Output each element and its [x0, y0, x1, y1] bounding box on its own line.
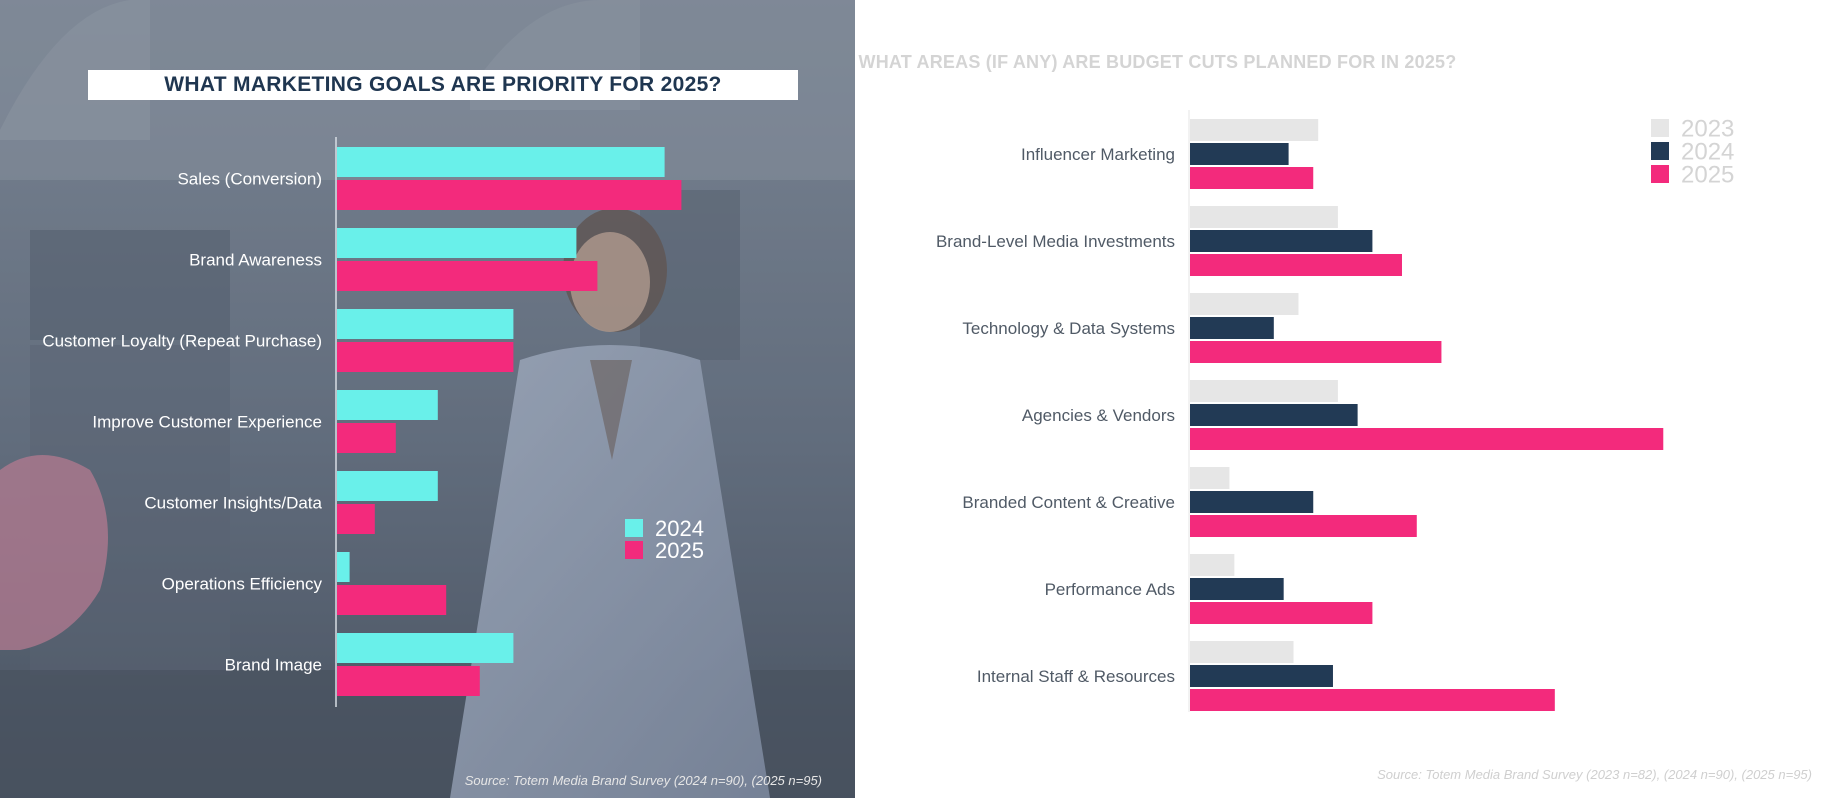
category-label-sales-conversion: Sales (Conversion): [177, 170, 322, 189]
legend-swatch-2024: [1651, 142, 1669, 160]
category-label-influencer-marketing: Influencer Marketing: [1021, 145, 1175, 164]
bar-influencer-marketing-2023: [1190, 119, 1319, 141]
bar-operations-efficiency-2025: [337, 585, 447, 615]
right-panel: WHAT AREAS (IF ANY) ARE BUDGET CUTS PLAN…: [855, 0, 1826, 798]
bar-improve-customer-experience-2025: [337, 423, 396, 453]
category-label-brand-level-media-investments: Brand-Level Media Investments: [936, 232, 1175, 251]
legend-swatch-2023: [1651, 119, 1669, 137]
bar-performance-ads-2025: [1190, 602, 1373, 624]
bar-sales-conversion-2024: [337, 147, 665, 177]
left-panel: WHAT MARKETING GOALS ARE PRIORITY FOR 20…: [0, 0, 855, 798]
legend-label-2023: 2023: [1681, 116, 1734, 143]
bar-technology-data-systems-2025: [1190, 341, 1442, 363]
legend-swatch-2025: [625, 541, 643, 559]
right-source-note: Source: Totem Media Brand Survey (2023 n…: [1377, 767, 1812, 782]
right-chart: Influencer Marketing Brand-Level Media In…: [936, 110, 1734, 712]
category-label-customer-loyalty-repeat-purchase: Customer Loyalty (Repeat Purchase): [42, 332, 322, 351]
bar-internal-staff-resources-2025: [1190, 689, 1555, 711]
bar-brand-image-2025: [337, 666, 480, 696]
bar-improve-customer-experience-2024: [337, 390, 438, 420]
bar-performance-ads-2023: [1190, 554, 1235, 576]
bar-customer-insights-data-2025: [337, 504, 375, 534]
bar-influencer-marketing-2024: [1190, 143, 1289, 165]
legend-swatch-2025: [1651, 165, 1669, 183]
bar-customer-insights-data-2024: [337, 471, 438, 501]
bar-performance-ads-2024: [1190, 578, 1284, 600]
bar-brand-level-media-investments-2024: [1190, 230, 1373, 252]
bar-branded-content-creative-2025: [1190, 515, 1417, 537]
bar-brand-level-media-investments-2023: [1190, 206, 1338, 228]
right-chart-title: WHAT AREAS (IF ANY) ARE BUDGET CUTS PLAN…: [858, 52, 1457, 72]
legend-label-2025: 2025: [1681, 162, 1734, 189]
bar-brand-awareness-2025: [337, 261, 598, 291]
category-label-operations-efficiency: Operations Efficiency: [162, 575, 323, 594]
bar-technology-data-systems-2023: [1190, 293, 1299, 315]
bar-branded-content-creative-2023: [1190, 467, 1230, 489]
category-label-technology-data-systems: Technology & Data Systems: [962, 319, 1175, 338]
bar-agencies-vendors-2023: [1190, 380, 1338, 402]
bar-agencies-vendors-2025: [1190, 428, 1664, 450]
bar-sales-conversion-2025: [337, 180, 682, 210]
bar-agencies-vendors-2024: [1190, 404, 1358, 426]
left-source-note: Source: Totem Media Brand Survey (2024 n…: [464, 773, 822, 788]
category-label-customer-insights-data: Customer Insights/Data: [144, 494, 322, 513]
bar-internal-staff-resources-2024: [1190, 665, 1333, 687]
legend-swatch-2024: [625, 519, 643, 537]
category-label-brand-image: Brand Image: [225, 656, 322, 675]
background-photo: [0, 0, 855, 798]
category-label-internal-staff-resources: Internal Staff & Resources: [977, 667, 1175, 686]
bar-brand-image-2024: [337, 633, 514, 663]
bar-operations-efficiency-2024: [337, 552, 350, 582]
category-label-agencies-vendors: Agencies & Vendors: [1022, 406, 1175, 425]
bar-influencer-marketing-2025: [1190, 167, 1314, 189]
bar-technology-data-systems-2024: [1190, 317, 1274, 339]
category-label-performance-ads: Performance Ads: [1045, 580, 1175, 599]
category-label-branded-content-creative: Branded Content & Creative: [962, 493, 1175, 512]
legend-label-2025: 2025: [655, 538, 704, 563]
bar-brand-awareness-2024: [337, 228, 577, 258]
bar-customer-loyalty-repeat-purchase-2024: [337, 309, 514, 339]
bar-internal-staff-resources-2023: [1190, 641, 1294, 663]
bar-brand-level-media-investments-2025: [1190, 254, 1402, 276]
bar-branded-content-creative-2024: [1190, 491, 1314, 513]
category-label-brand-awareness: Brand Awareness: [189, 251, 322, 270]
legend-label-2024: 2024: [1681, 139, 1734, 166]
bar-customer-loyalty-repeat-purchase-2025: [337, 342, 514, 372]
legend-label-2024: 2024: [655, 516, 704, 541]
left-chart: Sales (Conversion) Brand Awareness Custome…: [42, 137, 704, 707]
category-label-improve-customer-experience: Improve Customer Experience: [92, 413, 322, 432]
left-chart-title: WHAT MARKETING GOALS ARE PRIORITY FOR 20…: [88, 70, 798, 100]
